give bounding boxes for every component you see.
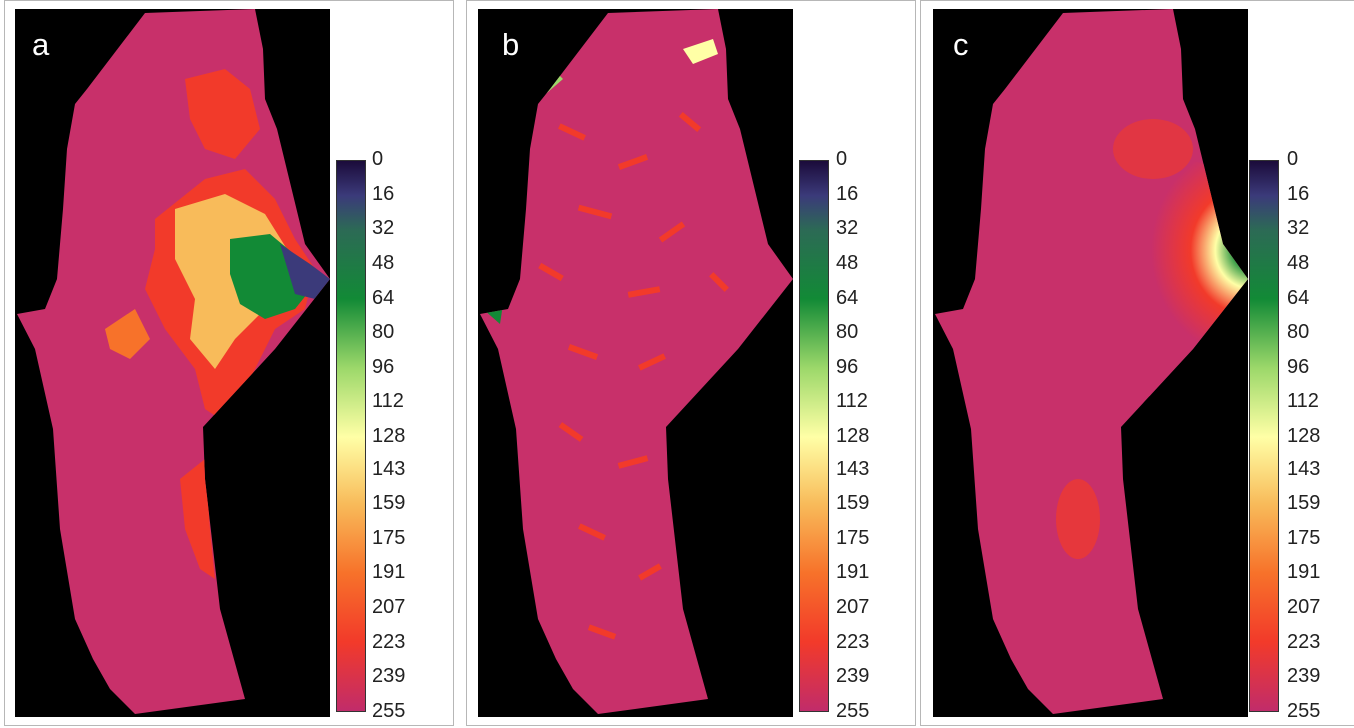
panel-label-a: a bbox=[32, 27, 50, 62]
legend-tick-label: 223 bbox=[836, 630, 870, 653]
legend-tick-label: 112 bbox=[372, 390, 404, 413]
panel-c bbox=[920, 0, 1354, 726]
legend-tick-label: 239 bbox=[836, 665, 870, 688]
map-b: b bbox=[478, 9, 793, 717]
legend-tick-label: 32 bbox=[372, 217, 395, 240]
map-b-svg bbox=[480, 9, 793, 714]
map-c: c bbox=[933, 9, 1248, 717]
legend-tick-label: 175 bbox=[1287, 526, 1321, 549]
legend-tick-label: 239 bbox=[372, 665, 406, 688]
legend-tick-label: 0 bbox=[836, 148, 848, 170]
legend-tick-label: 80 bbox=[372, 321, 395, 344]
legend-tick-label: 32 bbox=[1287, 217, 1310, 240]
panel-label-c: c bbox=[953, 27, 969, 62]
legend-tick-label: 175 bbox=[836, 526, 870, 549]
legend-tick-label: 80 bbox=[1287, 321, 1310, 344]
legend-tick-label: 191 bbox=[1287, 561, 1321, 584]
legend-tick-label: 16 bbox=[372, 182, 395, 205]
legend-tick-label: 64 bbox=[1287, 286, 1310, 309]
legend-tick-label: 143 bbox=[372, 457, 406, 480]
legend-tick-label: 48 bbox=[1287, 251, 1310, 274]
legend-tick-label: 191 bbox=[836, 561, 870, 584]
legend-tick-label: 16 bbox=[836, 182, 859, 205]
legend-tick-label: 191 bbox=[372, 561, 406, 584]
legend-tick-label: 128 bbox=[372, 425, 406, 448]
legend-tick-label: 96 bbox=[1287, 355, 1310, 378]
map-a-svg bbox=[17, 9, 330, 714]
legend-tick-label: 0 bbox=[372, 148, 384, 170]
panel-a bbox=[4, 0, 454, 726]
legend-tick-label: 112 bbox=[836, 390, 868, 413]
legend-tick-label: 255 bbox=[372, 700, 406, 722]
legend-tick-label: 64 bbox=[836, 286, 859, 309]
legend-tick-label: 255 bbox=[1287, 700, 1321, 722]
legend-tick-label: 48 bbox=[836, 251, 859, 274]
legend-tick-label: 143 bbox=[1287, 457, 1321, 480]
legend-tick-label: 223 bbox=[372, 630, 406, 653]
legend-tick-label: 159 bbox=[372, 492, 406, 515]
map-a: a bbox=[15, 9, 330, 717]
legend-tick-label: 159 bbox=[836, 492, 870, 515]
legend-tick-label: 0 bbox=[1287, 148, 1299, 170]
legend-tick-label: 96 bbox=[836, 355, 859, 378]
legend-tick-label: 16 bbox=[1287, 182, 1310, 205]
legend-tick-label: 96 bbox=[372, 355, 395, 378]
map-c-svg bbox=[935, 9, 1248, 714]
legend-tick-label: 64 bbox=[372, 286, 395, 309]
legend-tick-label: 223 bbox=[1287, 630, 1321, 653]
legend-bar-a bbox=[336, 160, 366, 712]
legend-bar-b bbox=[799, 160, 829, 712]
legend-tick-label: 128 bbox=[836, 425, 870, 448]
legend-tick-label: 112 bbox=[1287, 390, 1319, 413]
legend-tick-label: 175 bbox=[372, 526, 406, 549]
legend-tick-label: 255 bbox=[836, 700, 870, 722]
legend-tick-label: 143 bbox=[836, 457, 870, 480]
legend-tick-label: 159 bbox=[1287, 492, 1321, 515]
legend-bar-c bbox=[1249, 160, 1279, 712]
legend-tick-label: 80 bbox=[836, 321, 859, 344]
legend-tick-label: 207 bbox=[372, 596, 406, 619]
legend-tick-label: 207 bbox=[1287, 596, 1321, 619]
legend-tick-label: 239 bbox=[1287, 665, 1321, 688]
panel-b bbox=[466, 0, 916, 726]
panel-label-b: b bbox=[502, 27, 520, 62]
legend-tick-label: 32 bbox=[836, 217, 859, 240]
legend-tick-label: 128 bbox=[1287, 425, 1321, 448]
legend-tick-label: 207 bbox=[836, 596, 870, 619]
legend-tick-label: 48 bbox=[372, 251, 395, 274]
